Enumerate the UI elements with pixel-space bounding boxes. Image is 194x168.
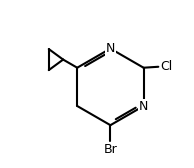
Text: Br: Br bbox=[104, 143, 117, 156]
Text: N: N bbox=[106, 42, 115, 55]
Text: Cl: Cl bbox=[160, 60, 172, 73]
Text: N: N bbox=[139, 99, 148, 113]
